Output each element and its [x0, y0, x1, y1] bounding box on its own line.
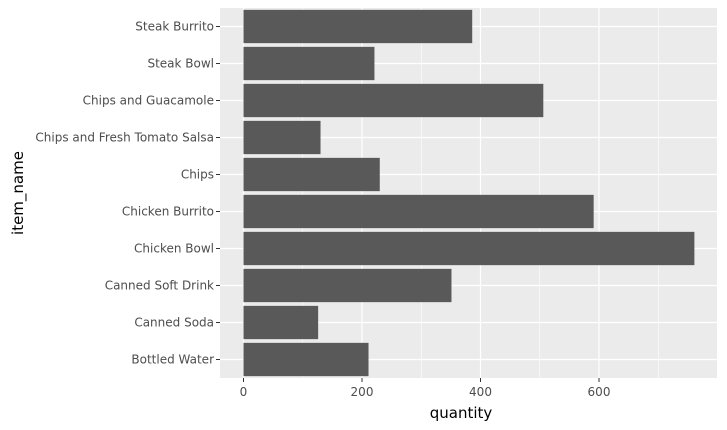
x-tick-label: 200: [351, 385, 374, 399]
y-tick-label: Steak Burrito: [135, 20, 214, 34]
y-tick-label: Canned Soft Drink: [105, 279, 214, 293]
x-tick-label: 400: [469, 385, 492, 399]
y-tick-label: Chicken Bowl: [134, 242, 214, 256]
bar: [243, 83, 544, 118]
bar: [243, 46, 375, 81]
y-tick-label: Chips and Fresh Tomato Salsa: [35, 131, 214, 145]
x-axis-ticks: 0 200 400 600: [240, 378, 611, 399]
bars: [243, 9, 695, 377]
y-tick-label: Bottled Water: [131, 353, 214, 367]
y-tick-label: Canned Soda: [134, 316, 214, 330]
bar: [243, 268, 452, 303]
bar: [243, 305, 319, 340]
bar: [243, 231, 695, 266]
bar: [243, 120, 321, 155]
y-tick-label: Chicken Burrito: [122, 205, 214, 219]
y-tick-label: Steak Bowl: [147, 57, 214, 71]
bar: [243, 157, 380, 192]
x-tick-label: 0: [240, 385, 248, 399]
bar: [243, 194, 594, 229]
x-tick-label: 600: [588, 385, 611, 399]
x-axis-title: quantity: [430, 404, 493, 422]
y-tick-label: Chips and Guacamole: [83, 94, 214, 108]
bar: [243, 9, 473, 44]
y-axis-title: item_name: [9, 151, 28, 235]
y-tick-label: Chips: [181, 168, 214, 182]
bar: [243, 342, 369, 377]
y-axis-ticks: Bottled Water Canned Soda Canned Soft Drin…: [35, 20, 220, 367]
